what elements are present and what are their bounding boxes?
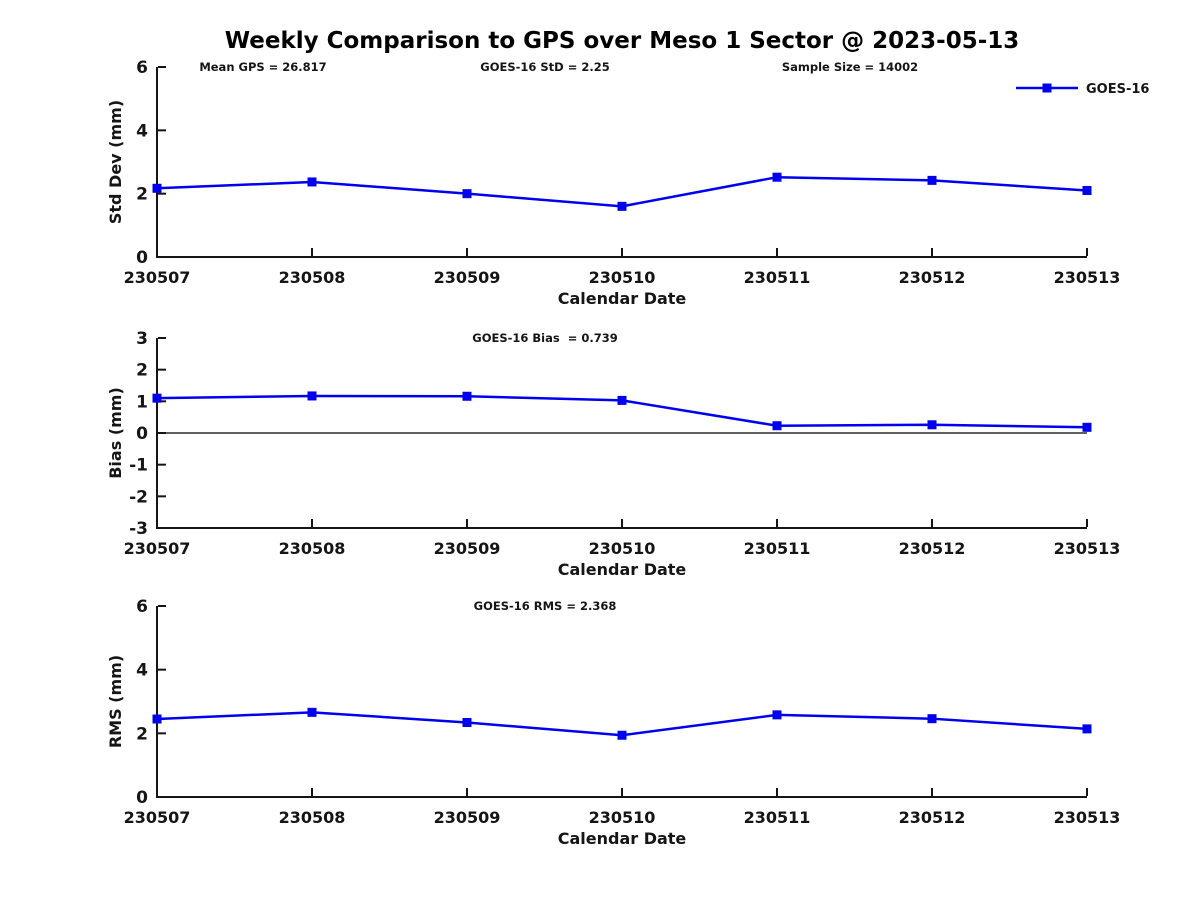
- data-point-marker: [152, 183, 162, 193]
- y-tick-label: 6: [136, 58, 148, 78]
- data-point-marker: [462, 391, 472, 401]
- stat-annotation: GOES-16 RMS = 2.368: [474, 599, 617, 613]
- x-tick-label: 230510: [589, 808, 656, 827]
- x-axis-label: Calendar Date: [558, 829, 687, 848]
- y-tick-label: 6: [136, 597, 148, 617]
- x-tick-label: 230509: [434, 268, 501, 287]
- y-tick-label: -1: [129, 456, 148, 476]
- data-point-marker: [1082, 422, 1092, 432]
- data-point-marker: [617, 730, 627, 740]
- data-point-marker: [772, 172, 782, 182]
- y-tick-label: 0: [136, 424, 148, 444]
- data-point-marker: [152, 393, 162, 403]
- data-point-marker: [307, 177, 317, 187]
- data-point-marker: [617, 201, 627, 211]
- x-axis-label: Calendar Date: [558, 289, 687, 308]
- figure-title: Weekly Comparison to GPS over Meso 1 Sec…: [224, 28, 1020, 54]
- data-point-marker: [617, 395, 627, 405]
- y-tick-label: 0: [136, 248, 148, 268]
- x-tick-label: 230509: [434, 539, 501, 558]
- y-tick-label: 4: [136, 121, 148, 141]
- x-tick-label: 230509: [434, 808, 501, 827]
- x-tick-label: 230513: [1054, 539, 1121, 558]
- data-point-marker: [927, 420, 937, 430]
- data-point-marker: [307, 391, 317, 401]
- subplot-rms: 0 2 4 6 230507 230508 230509 230510 230511 230512…: [106, 597, 1120, 848]
- x-axis-label: Calendar Date: [558, 560, 687, 579]
- data-point-marker: [927, 175, 937, 185]
- legend-marker-icon: [1042, 83, 1052, 93]
- y-tick-label: 3: [136, 329, 148, 349]
- x-tick-label: 230513: [1054, 808, 1121, 827]
- data-point-marker: [307, 707, 317, 717]
- y-axis-label: RMS (mm): [106, 655, 125, 748]
- x-tick-label: 230507: [124, 808, 191, 827]
- data-point-marker: [927, 714, 937, 724]
- data-point-marker: [772, 421, 782, 431]
- x-tick-label: 230511: [744, 808, 811, 827]
- stat-annotation: Sample Size = 14002: [782, 60, 918, 74]
- x-tick-label: 230512: [899, 539, 966, 558]
- x-tick-label: 230511: [744, 539, 811, 558]
- stat-annotation: GOES-16 Bias = 0.739: [472, 331, 617, 345]
- x-tick-label: 230510: [589, 268, 656, 287]
- x-tick-label: 230507: [124, 268, 191, 287]
- data-point-marker: [152, 714, 162, 724]
- x-tick-label: 230512: [899, 268, 966, 287]
- y-tick-label: 4: [136, 661, 148, 681]
- x-tick-label: 230511: [744, 268, 811, 287]
- data-point-marker: [462, 189, 472, 199]
- legend-label: GOES-16: [1086, 82, 1149, 97]
- data-point-marker: [1082, 186, 1092, 195]
- y-tick-label: 1: [136, 392, 148, 412]
- data-point-marker: [462, 718, 472, 728]
- x-tick-label: 230508: [279, 808, 346, 827]
- data-point-marker: [772, 710, 782, 720]
- y-tick-label: -3: [129, 519, 148, 539]
- x-tick-label: 230512: [899, 808, 966, 827]
- data-point-marker: [1082, 724, 1092, 734]
- y-tick-label: 2: [136, 361, 148, 381]
- y-tick-label: 2: [136, 185, 148, 205]
- x-tick-label: 230510: [589, 539, 656, 558]
- y-axis-label: Std Dev (mm): [106, 100, 125, 224]
- subplot-std-dev: 0 2 4 6 230507 230508 230509 230510 230511 230512…: [106, 58, 1149, 308]
- y-axis-label: Bias (mm): [106, 387, 125, 479]
- x-tick-label: 230508: [279, 268, 346, 287]
- legend: GOES-16: [1016, 82, 1149, 97]
- x-tick-label: 230508: [279, 539, 346, 558]
- x-tick-label: 230513: [1054, 268, 1121, 287]
- y-tick-label: 0: [136, 788, 148, 808]
- x-tick-label: 230507: [124, 539, 191, 558]
- stat-annotation: Mean GPS = 26.817: [199, 60, 326, 74]
- y-tick-label: -2: [129, 487, 148, 507]
- y-tick-label: 2: [136, 724, 148, 744]
- stat-annotation: GOES-16 StD = 2.25: [480, 60, 609, 74]
